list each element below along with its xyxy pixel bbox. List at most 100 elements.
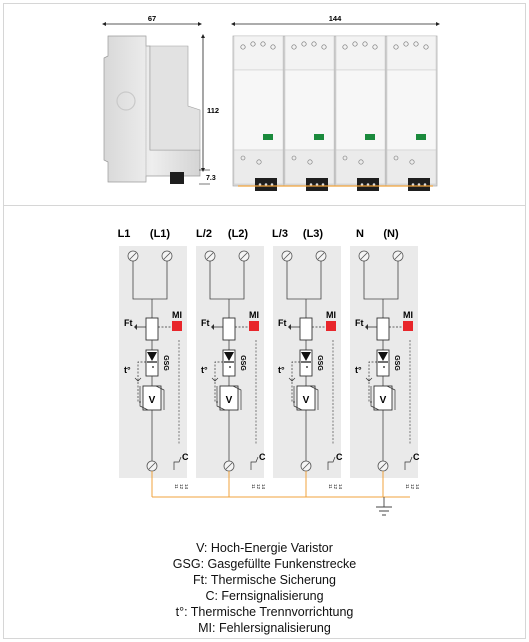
front-module bbox=[283, 35, 336, 191]
screw-icon bbox=[352, 41, 358, 47]
ft-label: Ft bbox=[355, 318, 364, 328]
gsg-label: GSG bbox=[316, 355, 323, 371]
legend-c: C: Fernsignalisierung bbox=[205, 589, 324, 603]
screw-icon bbox=[311, 41, 317, 47]
module-1: L1 (L1) Ft MI GSG t° V C 11 12 14 bbox=[118, 228, 189, 497]
phase-label: L1 bbox=[118, 228, 131, 240]
c-label: C bbox=[336, 452, 343, 462]
contact-label: 11 bbox=[405, 484, 410, 489]
screw-icon bbox=[342, 44, 348, 50]
mi-label: MI bbox=[403, 310, 413, 320]
contact-label: 14 bbox=[184, 484, 189, 490]
mi-label: MI bbox=[249, 310, 259, 320]
legend-gsg: GSG: Gasgefüllte Funkenstrecke bbox=[172, 557, 357, 571]
gsg-label: GSG bbox=[162, 355, 169, 371]
varistor-label: V bbox=[149, 395, 156, 406]
c-label: C bbox=[182, 452, 189, 462]
module-4: N (N) Ft MI GSG t° V C 11 12 14 bbox=[350, 228, 420, 497]
screw-icon bbox=[413, 41, 419, 47]
mi-indicator-icon bbox=[403, 321, 413, 331]
screw-icon bbox=[423, 44, 429, 50]
screw-icon bbox=[358, 159, 364, 165]
mi-indicator-icon bbox=[326, 321, 336, 331]
legend-mi: MI: Fehlersignalisierung bbox=[198, 621, 331, 635]
phase-out-label: (L2) bbox=[228, 228, 249, 240]
contact-label: 12 bbox=[256, 484, 261, 490]
screw-icon bbox=[393, 44, 399, 50]
ft-label: Ft bbox=[124, 318, 133, 328]
screw-icon bbox=[240, 44, 246, 50]
module-2: L/2 (L2) Ft MI GSG t° V C 11 12 14 bbox=[196, 228, 266, 497]
mi-indicator-icon bbox=[172, 321, 182, 331]
mi-label: MI bbox=[172, 310, 182, 320]
varistor-label: V bbox=[380, 395, 387, 406]
front-view: 144 bbox=[231, 14, 440, 191]
thermal-fuse-icon bbox=[376, 317, 390, 341]
screw-icon bbox=[291, 155, 297, 161]
side-view: 67 112 7.3 bbox=[102, 14, 219, 185]
legend-thermal: t°: Thermische Trennvorrichtung bbox=[175, 605, 354, 619]
thermal-fuse-icon bbox=[222, 317, 236, 341]
thermal-fuse-icon bbox=[145, 317, 159, 341]
screw-icon bbox=[270, 44, 276, 50]
screw-icon bbox=[403, 41, 409, 47]
varistor-label: V bbox=[226, 395, 233, 406]
c-label: C bbox=[413, 452, 420, 462]
c-label: C bbox=[259, 452, 266, 462]
legend-ft: Ft: Thermische Sicherung bbox=[193, 573, 336, 587]
screw-icon bbox=[260, 41, 266, 47]
phase-label: L/3 bbox=[272, 228, 288, 240]
temp-label: t° bbox=[278, 365, 285, 375]
status-window-icon bbox=[365, 134, 375, 140]
phase-label: N bbox=[356, 228, 364, 240]
screw-icon bbox=[342, 155, 348, 161]
screw-icon bbox=[409, 159, 415, 165]
front-module bbox=[334, 35, 387, 191]
contact-label: 11 bbox=[251, 484, 256, 489]
section-divider bbox=[3, 205, 526, 206]
mi-label: MI bbox=[326, 310, 336, 320]
screw-icon bbox=[301, 41, 307, 47]
ground-symbol bbox=[376, 497, 392, 516]
temp-label: t° bbox=[124, 365, 131, 375]
contact-label: 12 bbox=[410, 484, 415, 490]
thermal-fuse-icon bbox=[299, 317, 313, 341]
contact-label: 11 bbox=[174, 484, 179, 489]
phase-out-label: (L1) bbox=[150, 228, 171, 240]
height-label: 112 bbox=[207, 106, 219, 115]
side-logo-emboss bbox=[116, 91, 136, 111]
varistor-label: V bbox=[303, 395, 310, 406]
status-window-icon bbox=[263, 134, 273, 140]
screw-icon bbox=[362, 41, 368, 47]
screw-icon bbox=[240, 155, 246, 161]
legend-varistor: V: Hoch-Energie Varistor bbox=[196, 541, 333, 555]
screw-icon bbox=[372, 44, 378, 50]
outer-frame bbox=[3, 3, 526, 639]
gsg-label: GSG bbox=[393, 355, 400, 371]
contact-label: 11 bbox=[328, 484, 333, 489]
screw-icon bbox=[256, 159, 262, 165]
phase-label: L/2 bbox=[196, 228, 212, 240]
ft-label: Ft bbox=[278, 318, 287, 328]
contact-label: 12 bbox=[333, 484, 338, 490]
offset-label: 7.3 bbox=[206, 175, 216, 182]
mi-indicator-icon bbox=[249, 321, 259, 331]
screw-icon bbox=[250, 41, 256, 47]
contact-label: 14 bbox=[415, 484, 420, 490]
contact-label: 14 bbox=[261, 484, 266, 490]
contact-label: 12 bbox=[179, 484, 184, 490]
width-label: 67 bbox=[148, 14, 156, 23]
front-module bbox=[232, 35, 285, 191]
contact-label: 14 bbox=[338, 484, 343, 490]
screw-icon bbox=[393, 155, 399, 161]
front-module bbox=[385, 35, 438, 191]
phase-out-label: (N) bbox=[383, 228, 399, 240]
status-window-icon bbox=[314, 134, 324, 140]
module-3: L/3 (L3) Ft MI GSG t° V C 11 12 14 bbox=[272, 228, 343, 497]
front-modules bbox=[232, 35, 438, 191]
status-window-icon bbox=[416, 134, 426, 140]
temp-label: t° bbox=[201, 365, 208, 375]
screw-icon bbox=[291, 44, 297, 50]
